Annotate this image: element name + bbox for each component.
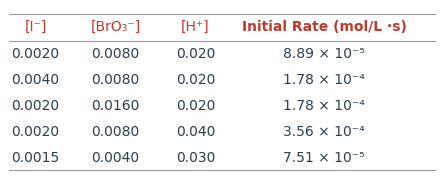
- Text: 0.0020: 0.0020: [12, 125, 59, 139]
- Text: [H⁺]: [H⁺]: [181, 20, 210, 34]
- Text: 0.0040: 0.0040: [12, 73, 59, 87]
- Text: Initial Rate (mol/L ·s): Initial Rate (mol/L ·s): [242, 20, 407, 34]
- Text: [I⁻]: [I⁻]: [24, 20, 47, 34]
- Text: 0.020: 0.020: [176, 73, 215, 87]
- Text: 0.0020: 0.0020: [12, 47, 59, 61]
- Text: 0.0080: 0.0080: [91, 47, 139, 61]
- Text: 0.030: 0.030: [176, 151, 215, 165]
- Text: 0.0080: 0.0080: [91, 73, 139, 87]
- Text: 1.78 × 10⁻⁴: 1.78 × 10⁻⁴: [283, 73, 365, 87]
- Text: 0.0080: 0.0080: [91, 125, 139, 139]
- Text: [BrO₃⁻]: [BrO₃⁻]: [90, 20, 141, 34]
- Text: 0.0160: 0.0160: [91, 99, 139, 113]
- Text: 0.020: 0.020: [176, 47, 215, 61]
- Text: 0.0015: 0.0015: [12, 151, 59, 165]
- Text: 8.89 × 10⁻⁵: 8.89 × 10⁻⁵: [283, 47, 365, 61]
- Text: 0.0040: 0.0040: [91, 151, 139, 165]
- Text: 0.0020: 0.0020: [12, 99, 59, 113]
- Text: 7.51 × 10⁻⁵: 7.51 × 10⁻⁵: [283, 151, 365, 165]
- Text: 0.020: 0.020: [176, 99, 215, 113]
- Text: 3.56 × 10⁻⁴: 3.56 × 10⁻⁴: [283, 125, 365, 139]
- Text: 0.040: 0.040: [176, 125, 215, 139]
- Text: 1.78 × 10⁻⁴: 1.78 × 10⁻⁴: [283, 99, 365, 113]
